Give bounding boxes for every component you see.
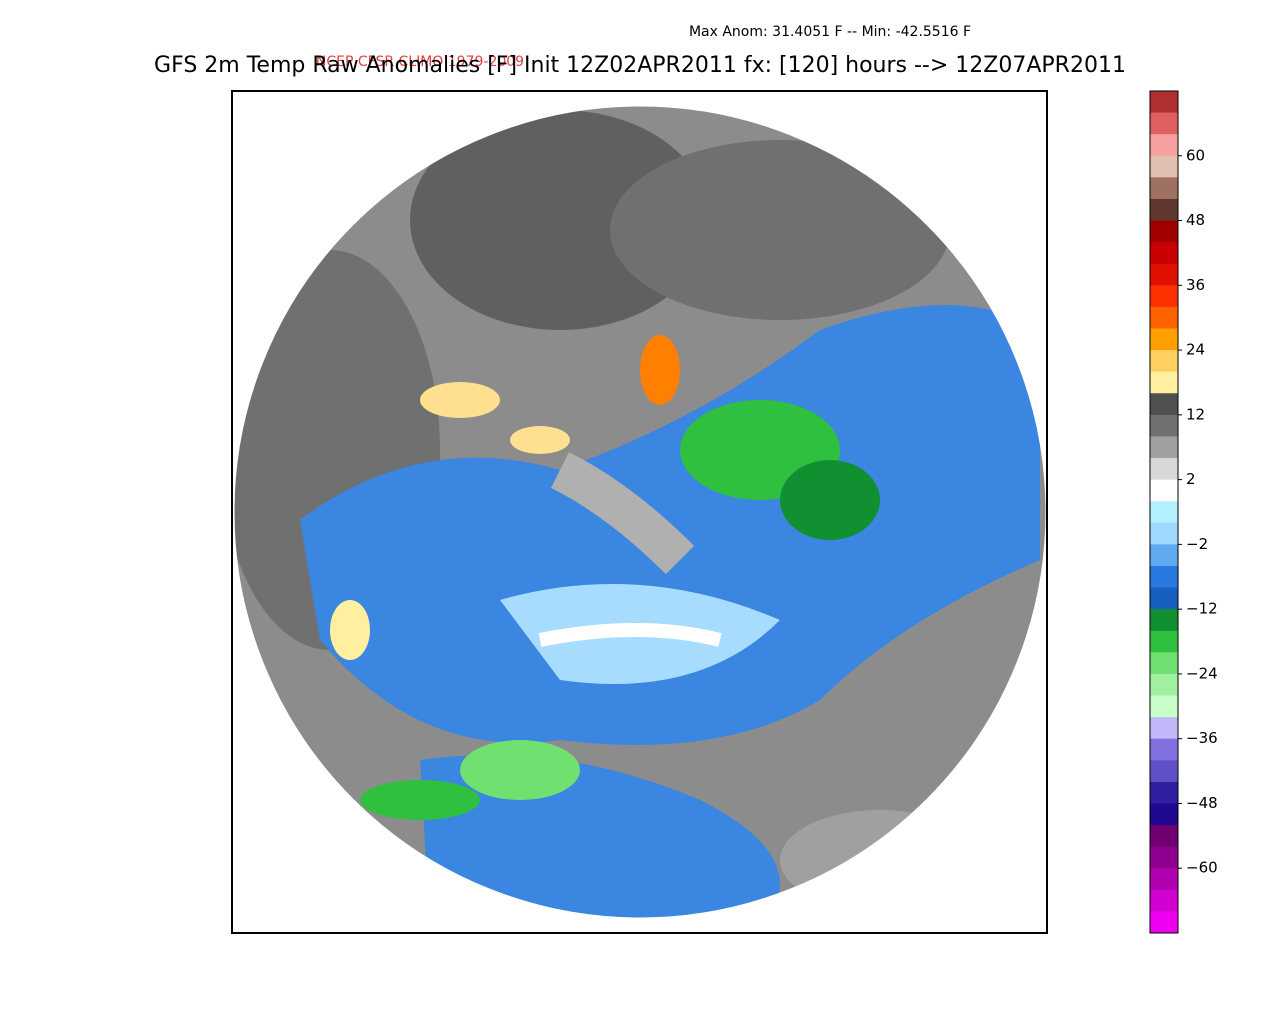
map-frame [231, 90, 1048, 934]
colorbar-label: −2 [1186, 535, 1208, 553]
colorbar-label: 60 [1186, 146, 1205, 164]
colorbar-swatch [1150, 371, 1178, 394]
colorbar-swatch [1150, 889, 1178, 912]
colorbar-swatch [1150, 781, 1178, 804]
colorbar-swatch [1150, 263, 1178, 286]
colorbar-swatch [1150, 652, 1178, 675]
colorbar-swatch [1150, 177, 1178, 200]
colorbar-swatch [1150, 738, 1178, 761]
colorbar-label: −60 [1186, 859, 1218, 877]
colorbar-swatch [1150, 522, 1178, 545]
climo-label: NCEP CFSR CLIMO 1979-2009 [316, 54, 524, 70]
colorbar-swatch [1150, 242, 1178, 265]
colorbar-swatch [1150, 587, 1178, 610]
colorbar-label: −12 [1186, 600, 1218, 618]
colorbar-swatch [1150, 911, 1178, 934]
colorbar-swatch [1150, 501, 1178, 524]
colorbar: 60 48 36 24 12 2 −2 −12 −24 −36 −48 −60 [1149, 90, 1218, 934]
colorbar-swatch [1150, 393, 1178, 416]
colorbar-label: 12 [1186, 405, 1205, 423]
colorbar-swatch [1150, 673, 1178, 697]
colorbar-label: −36 [1186, 729, 1218, 747]
colorbar-swatch [1150, 630, 1178, 653]
colorbar-label: 48 [1186, 211, 1205, 229]
colorbar-swatch [1150, 436, 1178, 459]
colorbar-swatch [1150, 544, 1178, 567]
colorbar-swatch [1150, 803, 1178, 826]
colorbar-swatch [1150, 220, 1178, 243]
colorbar-swatch [1150, 458, 1178, 481]
colorbar-swatch [1150, 91, 1178, 114]
title: GFS 2m Temp Raw Anomalies [F] Init 12Z02… [154, 53, 1126, 78]
colorbar-swatch [1150, 155, 1178, 178]
colorbar-swatch [1150, 306, 1178, 329]
colorbar-swatch [1150, 285, 1178, 308]
colorbar-label: 36 [1186, 276, 1205, 294]
colorbar-label: −48 [1186, 794, 1218, 812]
colorbar-swatch [1150, 112, 1178, 135]
colorbar-swatch [1150, 846, 1178, 869]
colorbar-frame [1149, 90, 1179, 934]
colorbar-swatch [1150, 868, 1178, 891]
colorbar-swatch [1150, 198, 1178, 222]
colorbar-swatch [1150, 414, 1178, 437]
colorbar-swatch [1150, 134, 1178, 157]
colorbar-swatch [1150, 760, 1178, 783]
colorbar-swatch [1150, 609, 1178, 632]
colorbar-swatch [1150, 565, 1178, 589]
subtitle: Max Anom: 31.4051 F -- Min: -42.5516 F [689, 24, 971, 40]
colorbar-swatch [1150, 479, 1178, 502]
map [234, 106, 1046, 918]
colorbar-swatch [1150, 695, 1178, 718]
colorbar-swatch [1150, 717, 1178, 740]
colorbar-label: 24 [1186, 341, 1205, 359]
colorbar-swatch [1150, 350, 1178, 373]
colorbar-swatch [1150, 825, 1178, 848]
colorbar-swatch [1150, 328, 1178, 351]
colorbar-label: 2 [1186, 470, 1196, 488]
colorbar-label: −24 [1186, 664, 1218, 682]
